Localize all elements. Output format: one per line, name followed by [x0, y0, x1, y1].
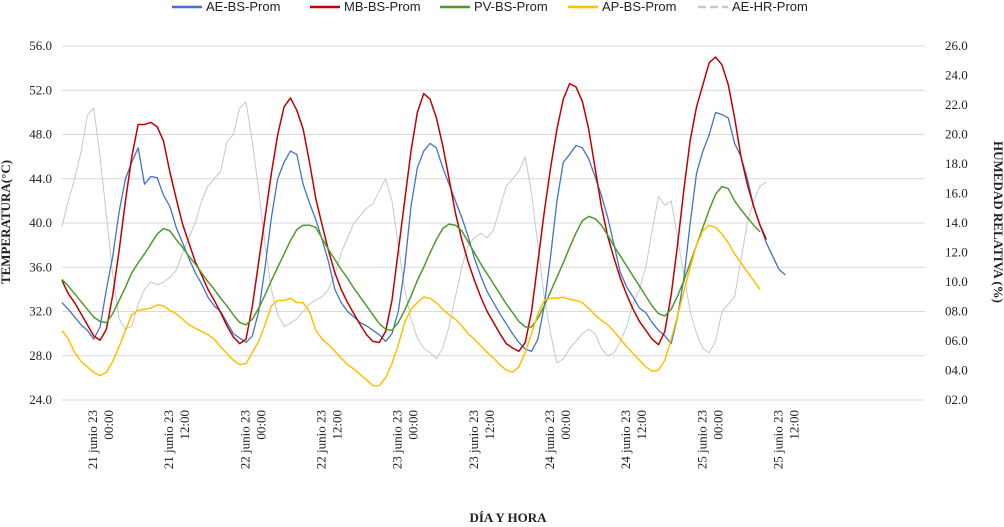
y-tick-label: 52.0 [29, 82, 52, 97]
x-tick-time: 12:00 [634, 410, 649, 440]
grid-lines [62, 45, 925, 401]
series-lines [61, 56, 786, 387]
y2-tick-label: 08.0 [945, 304, 968, 319]
legend-label: MB-BS-Prom [344, 0, 421, 14]
legend-label: PV-BS-Prom [474, 0, 548, 14]
y-tick-label: 44.0 [29, 171, 52, 186]
x-tick-date: 22 junio 23 [314, 410, 329, 469]
x-tick-date: 21 junio 23 [85, 410, 100, 469]
y-tick-label: 48.0 [29, 127, 52, 142]
y-tick-label: 32.0 [29, 304, 52, 319]
legend-item: PV-BS-Prom [440, 0, 548, 14]
legend-item: AE-BS-Prom [172, 0, 280, 14]
legend-item: AP-BS-Prom [568, 0, 676, 14]
series-ap-bs-prom [61, 224, 761, 387]
y-tick-label: 28.0 [29, 348, 52, 363]
series-pv-bs-prom [61, 185, 761, 332]
y-axis-title: TEMPERATURA(°C) [0, 160, 13, 284]
x-tick-date: 25 junio 23 [694, 410, 709, 469]
y-tick-label: 40.0 [29, 215, 52, 230]
legend-label: AP-BS-Prom [602, 0, 676, 14]
x-tick-date: 21 junio 23 [161, 410, 176, 469]
y2-tick-label: 06.0 [945, 333, 968, 348]
x-tick-time: 00:00 [101, 410, 116, 440]
y2-tick-label: 22.0 [945, 97, 968, 112]
y2-tick-label: 02.0 [945, 392, 968, 407]
x-tick-label: 22 junio 23 00:00 [237, 410, 268, 469]
y2-tick-label: 20.0 [945, 127, 968, 142]
legend-item: AE-HR-Prom [698, 0, 808, 14]
x-tick-time: 12:00 [177, 410, 192, 440]
legend-label: AE-HR-Prom [732, 0, 808, 14]
x-tick-time: 12:00 [482, 410, 497, 440]
x-tick-date: 25 junio 23 [770, 410, 785, 469]
y2-tick-label: 12.0 [945, 245, 968, 260]
y-tick-label: 24.0 [29, 392, 52, 407]
legend: AE-BS-Prom MB-BS-Prom PV-BS-Prom AP-BS-Prom… [172, 0, 808, 14]
y2-tick-label: 14.0 [945, 215, 968, 230]
y2-tick-label: 18.0 [945, 156, 968, 171]
y2-tick-label: 16.0 [945, 186, 968, 201]
x-tick-time: 12:00 [330, 410, 345, 440]
x-tick-date: 23 junio 23 [390, 410, 405, 469]
y2-tick-label: 04.0 [945, 363, 968, 378]
x-tick-label: 25 junio 23 12:00 [770, 410, 801, 469]
x-tick-label: 24 junio 23 00:00 [542, 410, 573, 469]
y2-tick-label: 26.0 [945, 38, 968, 53]
x-tick-time: 00:00 [710, 410, 725, 440]
series-ae-hr-prom [61, 101, 767, 364]
y-tick-label: 56.0 [29, 38, 52, 53]
x-tick-label: 21 junio 23 00:00 [85, 410, 116, 469]
series-ae-bs-prom [61, 111, 786, 352]
x-tick-time: 12:00 [786, 410, 801, 440]
y-tick-label: 36.0 [29, 259, 52, 274]
x-tick-date: 23 junio 23 [466, 410, 481, 469]
legend-label: AE-BS-Prom [206, 0, 280, 14]
y2-tick-label: 10.0 [945, 274, 968, 289]
x-axis-title: DÍA Y HORA [469, 510, 547, 525]
x-tick-time: 00:00 [406, 410, 421, 440]
y2-tick-label: 24.0 [945, 68, 968, 83]
x-tick-label: 21 junio 23 12:00 [161, 410, 192, 469]
x-tick-label: 23 junio 23 12:00 [466, 410, 497, 469]
y-axis-left: 56.0 52.0 48.0 44.0 40.0 36.0 32.0 28.0 24.0 [29, 38, 52, 407]
y2-axis-title: HUMEDAD RELATIVA (%) [991, 141, 1004, 303]
y-axis-right: 26.0 24.0 22.0 20.0 18.0 16.0 14.0 12.0 10.0 08.0… [945, 38, 968, 407]
x-tick-time: 00:00 [253, 410, 268, 440]
legend-item: MB-BS-Prom [310, 0, 421, 14]
x-axis: 21 junio 23 00:00 21 junio 23 12:00 22 junio… [85, 410, 801, 469]
x-tick-date: 24 junio 23 [618, 410, 633, 469]
x-tick-date: 22 junio 23 [237, 410, 252, 469]
x-tick-label: 24 junio 23 12:00 [618, 410, 649, 469]
x-tick-label: 23 junio 23 00:00 [390, 410, 421, 469]
x-tick-time: 00:00 [558, 410, 573, 440]
x-tick-label: 25 junio 23 00:00 [694, 410, 725, 469]
x-tick-date: 24 junio 23 [542, 410, 557, 469]
series-mb-bs-prom [61, 56, 768, 353]
x-tick-label: 22 junio 23 12:00 [314, 410, 345, 469]
